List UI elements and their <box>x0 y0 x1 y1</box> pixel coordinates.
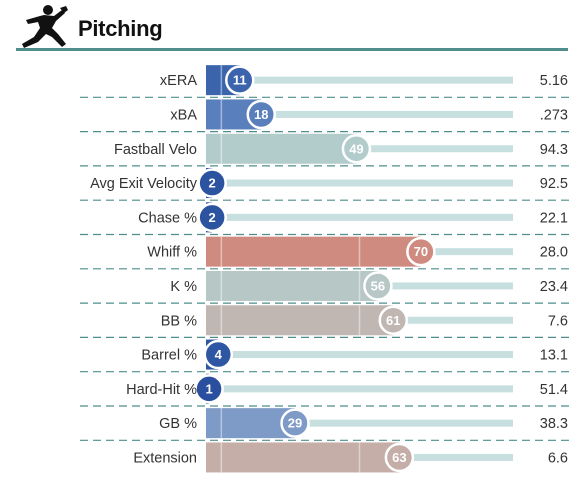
bar-guide <box>358 442 361 473</box>
percentile-marker <box>197 168 227 198</box>
metric-label: Chase % <box>138 210 197 226</box>
track-line <box>206 179 513 187</box>
metric-label: Avg Exit Velocity <box>90 176 198 192</box>
percentile-label: 1 <box>205 381 212 396</box>
percentile-label: 49 <box>349 141 363 156</box>
percentile-marker <box>341 134 372 164</box>
bar-guide <box>220 408 223 439</box>
track-line <box>206 110 513 118</box>
bar-guide <box>358 236 361 267</box>
bar-guide <box>220 270 223 301</box>
metric-value: 23.4 <box>540 279 568 295</box>
metric-label: GB % <box>159 416 197 432</box>
bar <box>206 305 394 336</box>
percentile-label: 63 <box>392 450 406 465</box>
bar-guide <box>220 442 223 473</box>
percentile-marker <box>384 442 415 473</box>
bar <box>206 236 421 267</box>
percentile-marker <box>246 99 277 130</box>
percentile-marker <box>406 236 436 267</box>
metric-value: 51.4 <box>540 382 568 398</box>
chart-title: Pitching <box>78 16 163 41</box>
bar <box>206 270 378 301</box>
metric-label: Extension <box>133 450 197 466</box>
track-line <box>206 351 513 359</box>
percentile-label: 61 <box>386 313 400 328</box>
percentile-label: 11 <box>233 73 247 88</box>
bar-guide <box>220 236 223 267</box>
percentile-marker <box>378 305 409 335</box>
metric-value: .273 <box>540 107 568 123</box>
metric-value: 5.16 <box>540 73 568 89</box>
metric-value: 94.3 <box>540 142 568 158</box>
bar-guide <box>220 133 223 164</box>
percentile-label: 2 <box>209 176 216 191</box>
percentile-marker <box>203 339 234 370</box>
bar <box>206 408 296 439</box>
metric-value: 92.5 <box>540 176 568 192</box>
metric-value: 7.6 <box>548 313 568 329</box>
bar-guide <box>220 99 223 130</box>
bar-guide <box>358 270 361 301</box>
metric-label: Barrel % <box>141 348 197 364</box>
track-line <box>206 385 513 393</box>
metric-value: 22.1 <box>540 210 568 226</box>
percentile-label: 18 <box>254 107 268 122</box>
metric-value: 28.0 <box>540 245 568 261</box>
metric-value: 6.6 <box>548 450 568 466</box>
header-rule <box>16 48 568 51</box>
percentile-label: 29 <box>288 416 302 431</box>
track-line <box>206 419 513 427</box>
metric-value: 38.3 <box>540 416 568 432</box>
bar-guide <box>220 305 223 336</box>
metric-label: xBA <box>170 107 197 123</box>
metric-label: Whiff % <box>147 245 197 261</box>
metric-label: xERA <box>160 73 197 89</box>
percentile-marker <box>197 202 227 233</box>
track-line <box>206 76 513 84</box>
bar-guide <box>220 65 223 96</box>
percentile-marker <box>225 65 255 95</box>
metric-label: BB % <box>161 313 197 329</box>
percentile-marker <box>280 408 310 438</box>
metric-value: 13.1 <box>540 348 568 364</box>
pitcher-icon <box>22 5 68 48</box>
chart-header: Pitching <box>0 0 583 60</box>
bar <box>206 442 400 473</box>
metric-label: Hard-Hit % <box>126 382 197 398</box>
percentile-marker <box>194 374 224 404</box>
percentile-label: 2 <box>209 210 216 225</box>
percentile-label: 4 <box>215 347 223 362</box>
track-line <box>206 213 513 221</box>
percentile-label: 56 <box>371 278 385 293</box>
bar-guide <box>358 305 361 336</box>
metric-label: K % <box>170 279 197 295</box>
metric-label: Fastball Velo <box>114 142 197 158</box>
percentile-label: 70 <box>414 244 428 259</box>
bar <box>206 133 357 164</box>
percentile-marker <box>363 271 393 301</box>
